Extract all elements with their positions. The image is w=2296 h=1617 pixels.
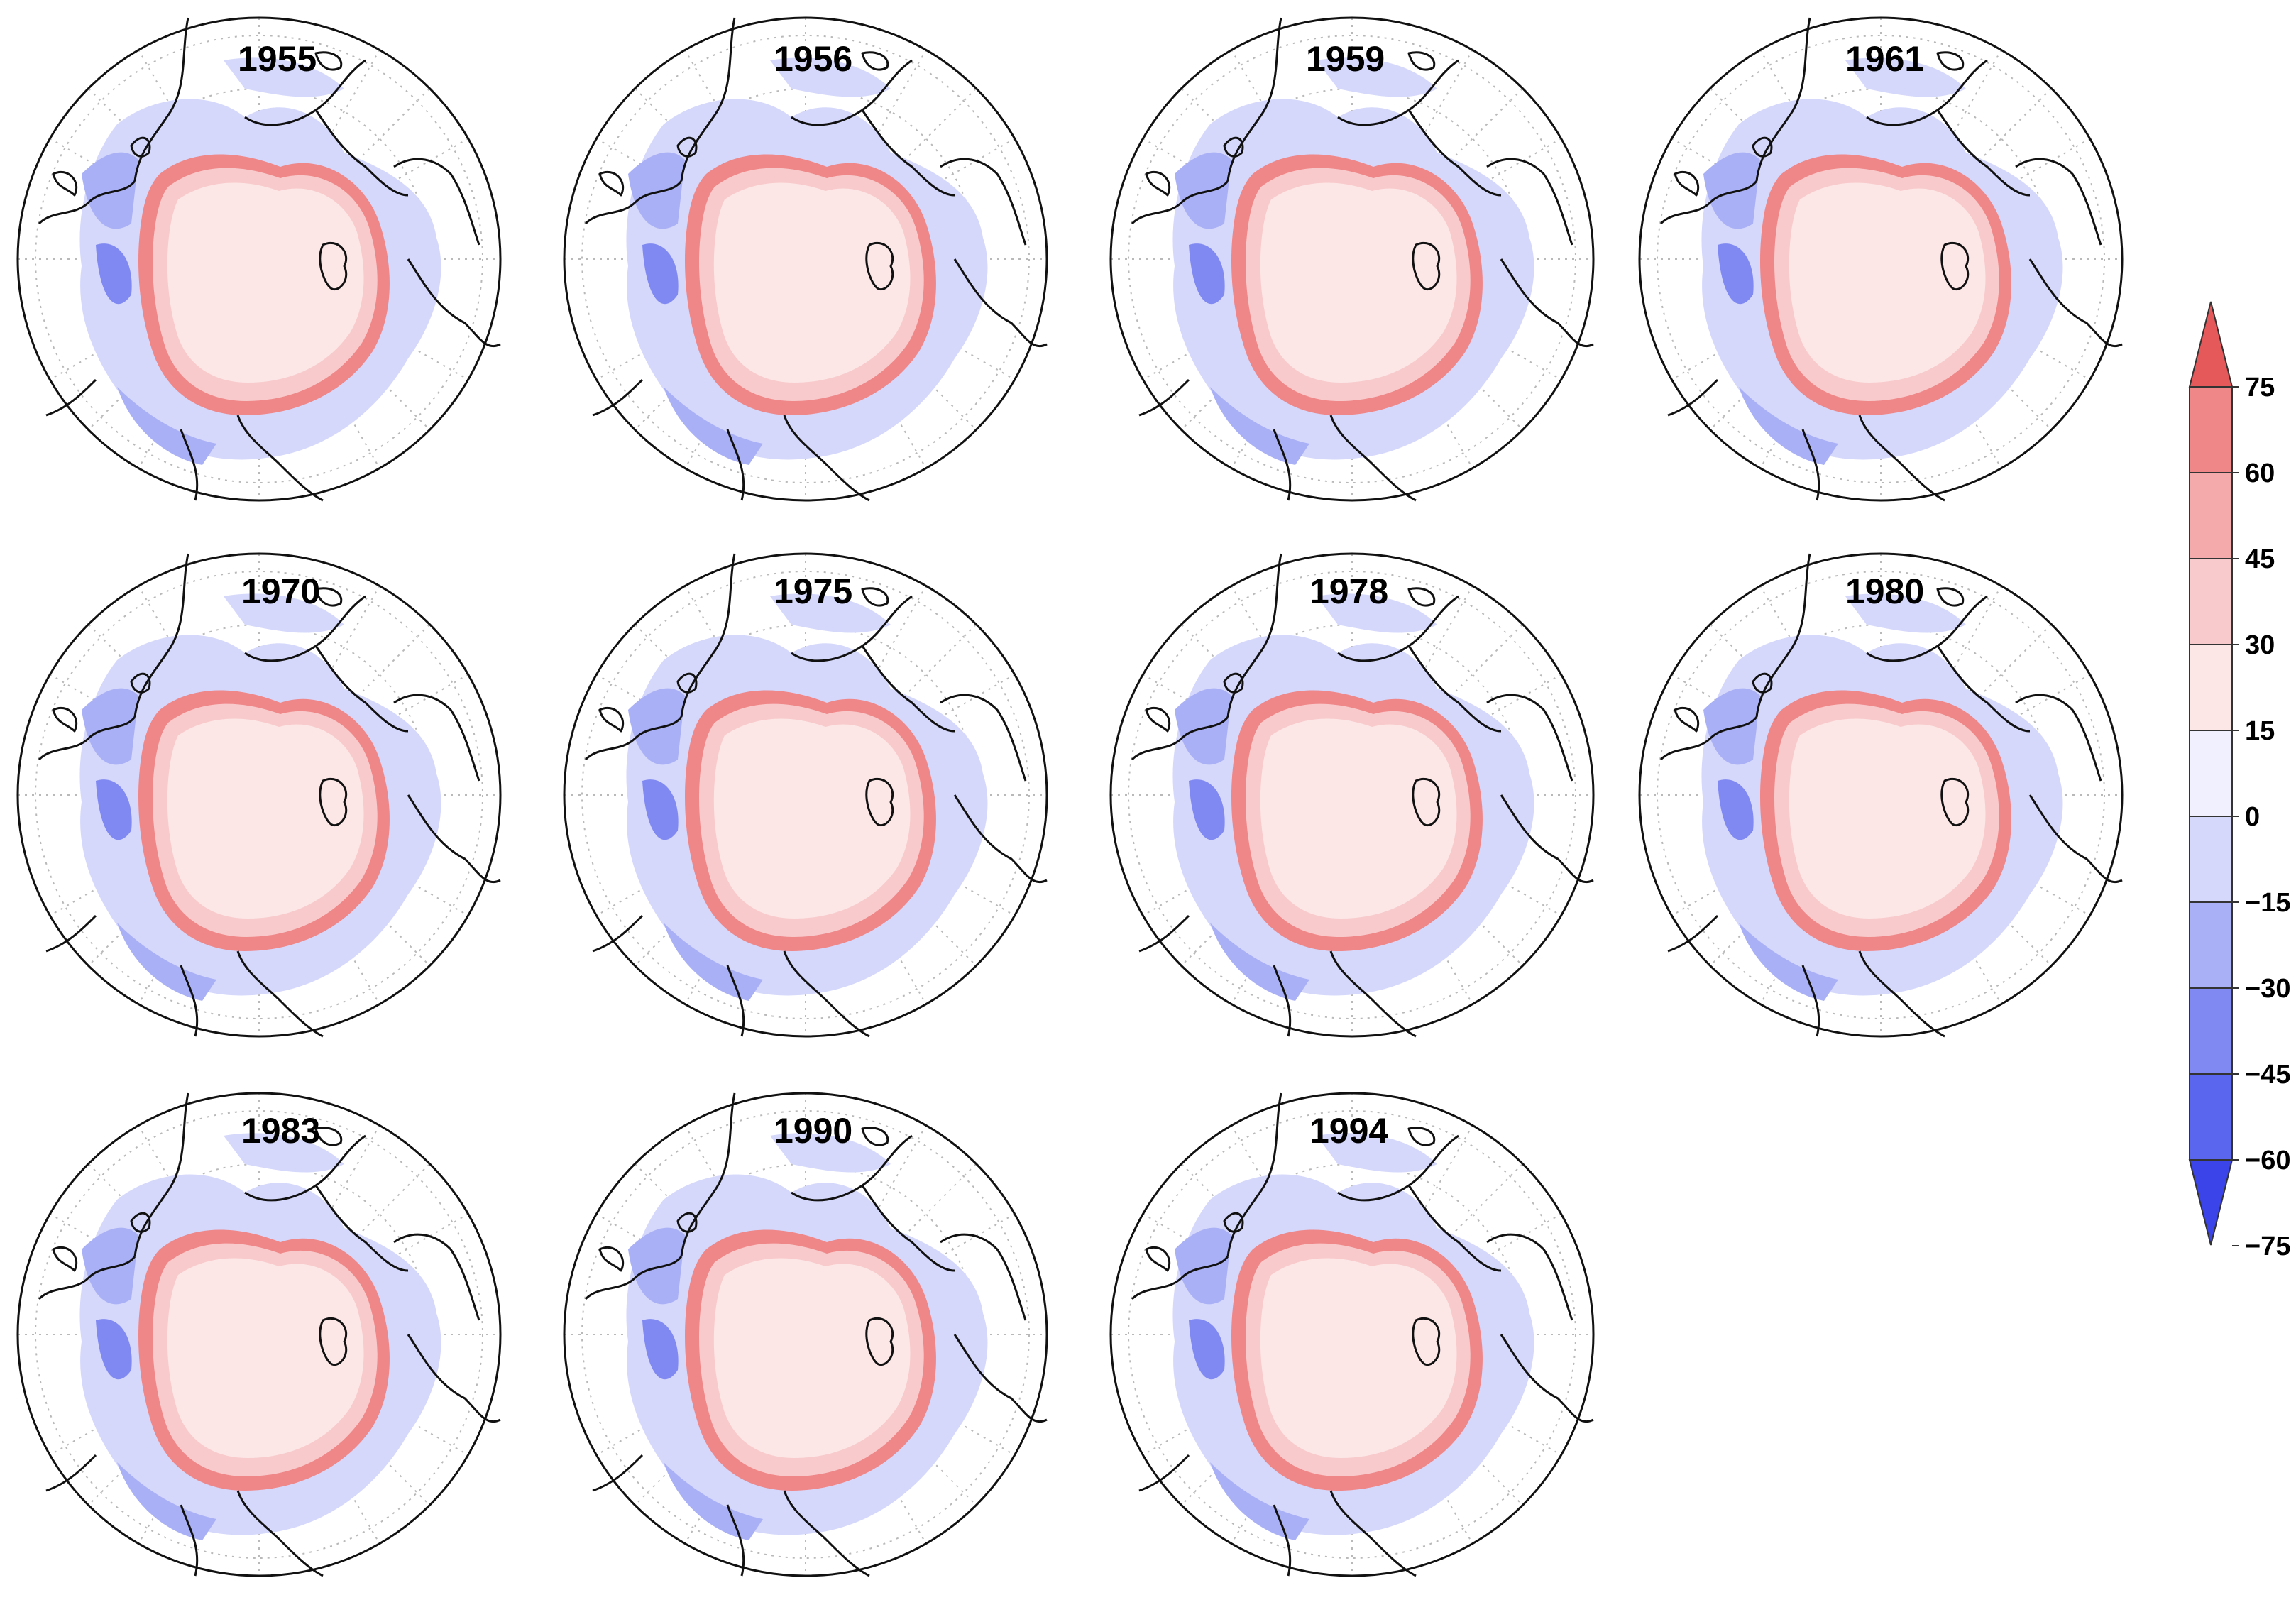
- colorbar-tick-label: −30: [2245, 974, 2290, 1004]
- colorbar: 75 60 45 30 15 0 −15 −30 −45 −60 −75: [2188, 301, 2290, 1261]
- panel-year-label: 1994: [1309, 1111, 1388, 1151]
- map-panel-1980: 1980: [1638, 552, 2124, 1038]
- map-panel-1990: 1990: [563, 1092, 1048, 1577]
- panel-year-label: 1955: [238, 39, 317, 79]
- map-panel-1978: 1978: [1109, 552, 1595, 1038]
- colorbar-swatch: [2189, 386, 2233, 473]
- colorbar-tick-label: 15: [2245, 716, 2275, 746]
- panel-year-label: 1983: [241, 1111, 320, 1151]
- colorbar-tick-label: −15: [2245, 888, 2290, 918]
- colorbar-swatch: [2189, 730, 2233, 817]
- colorbar-tick-label: 75: [2245, 373, 2275, 402]
- panel-year-label: 1978: [1309, 571, 1388, 611]
- map-panel-1994: 1994: [1109, 1092, 1595, 1577]
- colorbar-tick-label: 60: [2245, 459, 2275, 488]
- panel-year-label: 1961: [1845, 39, 1924, 79]
- colorbar-tick-label: 45: [2245, 544, 2275, 574]
- colorbar-tick-label: 0: [2245, 802, 2260, 832]
- map-panel-1959: 1959: [1109, 16, 1595, 502]
- panel-year-label: 1970: [241, 571, 320, 611]
- colorbar-tick-label: 30: [2245, 630, 2275, 660]
- map-panel-1961: 1961: [1638, 16, 2124, 502]
- panel-year-label: 1959: [1306, 39, 1385, 79]
- panel-year-label: 1990: [774, 1111, 852, 1151]
- colorbar-swatch: [2189, 816, 2233, 903]
- colorbar-tick-label: −45: [2245, 1060, 2290, 1090]
- map-panel-1983: 1983: [16, 1092, 502, 1577]
- map-panel-1975: 1975: [563, 552, 1048, 1038]
- colorbar-swatch: [2189, 558, 2233, 645]
- panel-year-label: 1980: [1845, 571, 1924, 611]
- colorbar-labels: 75 60 45 30 15 0 −15 −30 −45 −60 −75: [2232, 373, 2290, 1261]
- colorbar-swatch: [2189, 1073, 2233, 1161]
- colorbar-swatch: [2189, 472, 2233, 559]
- panel-year-label: 1956: [774, 39, 852, 79]
- colorbar-max-arrow: [2188, 301, 2234, 388]
- colorbar-swatches: [2188, 301, 2234, 1246]
- panel-year-label: 1975: [774, 571, 852, 611]
- map-panel-1970: 1970: [16, 552, 502, 1038]
- colorbar-tick-label: −75: [2245, 1232, 2290, 1261]
- colorbar-swatch: [2189, 901, 2233, 989]
- colorbar-tick-label: −60: [2245, 1146, 2290, 1175]
- colorbar-swatch: [2189, 644, 2233, 731]
- colorbar-min-arrow: [2188, 1159, 2234, 1246]
- colorbar-swatch: [2189, 987, 2233, 1075]
- map-panel-1956: 1956: [563, 16, 1048, 502]
- map-panel-1955: 1955: [16, 16, 502, 502]
